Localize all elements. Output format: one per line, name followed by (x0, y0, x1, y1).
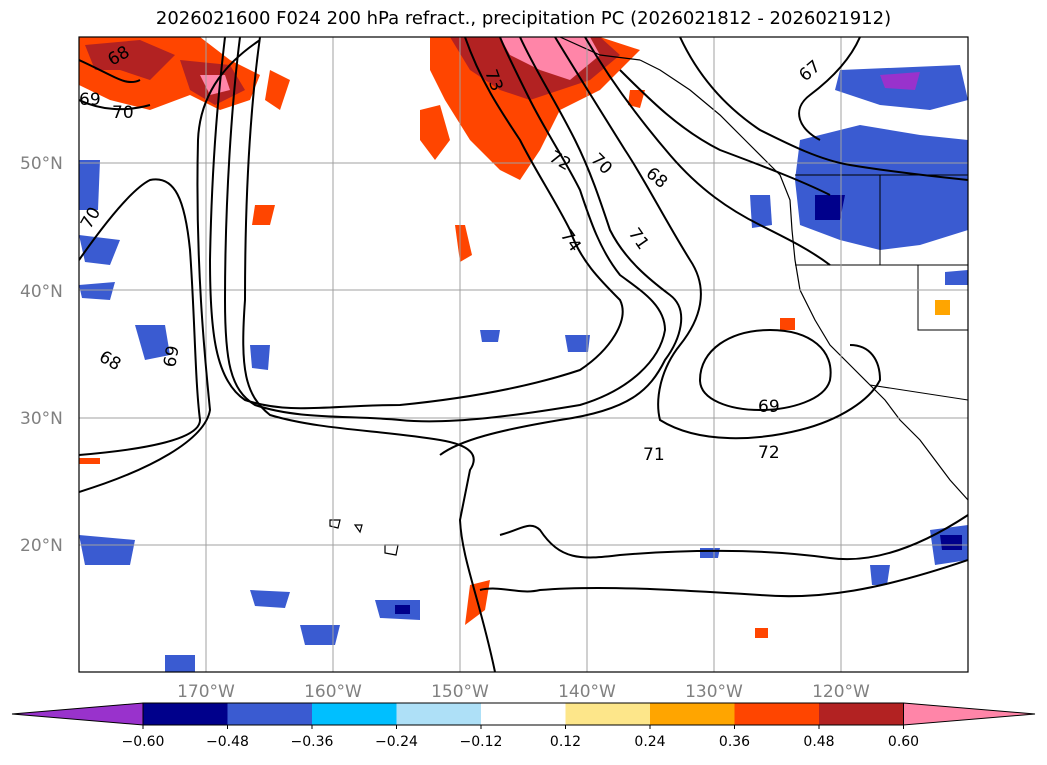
colorbar-tick-label: −0.24 (375, 734, 418, 750)
lon-label-160w: 160°W (304, 682, 362, 702)
contour-label: 72 (758, 443, 780, 463)
negative-precip-areas (79, 65, 968, 672)
map-title: 2026021600 F024 200 hPa refract., precip… (155, 8, 892, 29)
lon-label-130w: 130°W (685, 682, 743, 702)
colorbar-tick-label: −0.12 (460, 734, 503, 750)
colorbar-tick-label: 0.36 (719, 734, 750, 750)
colorbar-extend-low (11, 702, 144, 726)
colorbar-segment (312, 703, 397, 725)
colorbar-tick-label: −0.48 (206, 734, 249, 750)
colorbar-tick-label: −0.60 (122, 734, 165, 750)
lon-label-120w: 120°W (812, 682, 870, 702)
contour-label: 69 (160, 344, 183, 369)
colorbar-tick-label: 0.60 (888, 734, 919, 750)
contour-label: 69 (758, 397, 780, 417)
colorbar-segment (481, 703, 566, 725)
colorbar-tick-label: 0.12 (550, 734, 581, 750)
colorbar-outline (142, 702, 904, 726)
colorbar-segment (396, 703, 481, 725)
colorbar-segment (565, 703, 650, 725)
colorbar-segment (227, 703, 312, 725)
lon-label-140w: 140°W (558, 682, 616, 702)
lat-label-30n: 30°N (20, 409, 63, 429)
latitude-labels: 50°N 40°N 30°N 20°N (20, 154, 63, 556)
colorbar-extend-high (903, 702, 1036, 726)
lon-label-150w: 150°W (431, 682, 489, 702)
lat-label-50n: 50°N (20, 154, 63, 174)
lat-label-40n: 40°N (20, 282, 63, 302)
colorbar-segment (734, 703, 819, 725)
borders (795, 174, 968, 401)
colorbar-segment (650, 703, 735, 725)
colorbar-tick-label: 0.24 (634, 734, 665, 750)
longitude-labels: 170°W 160°W 150°W 140°W 130°W 120°W (177, 682, 870, 702)
map-frame (78, 36, 969, 673)
lat-label-20n: 20°N (20, 536, 63, 556)
contour-label: 70 (112, 103, 134, 123)
colorbar-tick-label: 0.48 (803, 734, 834, 750)
colorbar-tick-label: −0.36 (291, 734, 334, 750)
contour-label: 69 (79, 90, 101, 110)
refractivity-contours (79, 37, 968, 672)
lon-label-170w: 170°W (177, 682, 235, 702)
colorbar: −0.60 −0.48 −0.36 −0.24 −0.12 0.12 0.24 0.36 0.4… (11, 702, 1036, 750)
gridlines (79, 37, 968, 672)
colorbar-segment (819, 703, 904, 725)
colorbar-segment (143, 703, 228, 725)
contour-label: 71 (643, 445, 665, 465)
